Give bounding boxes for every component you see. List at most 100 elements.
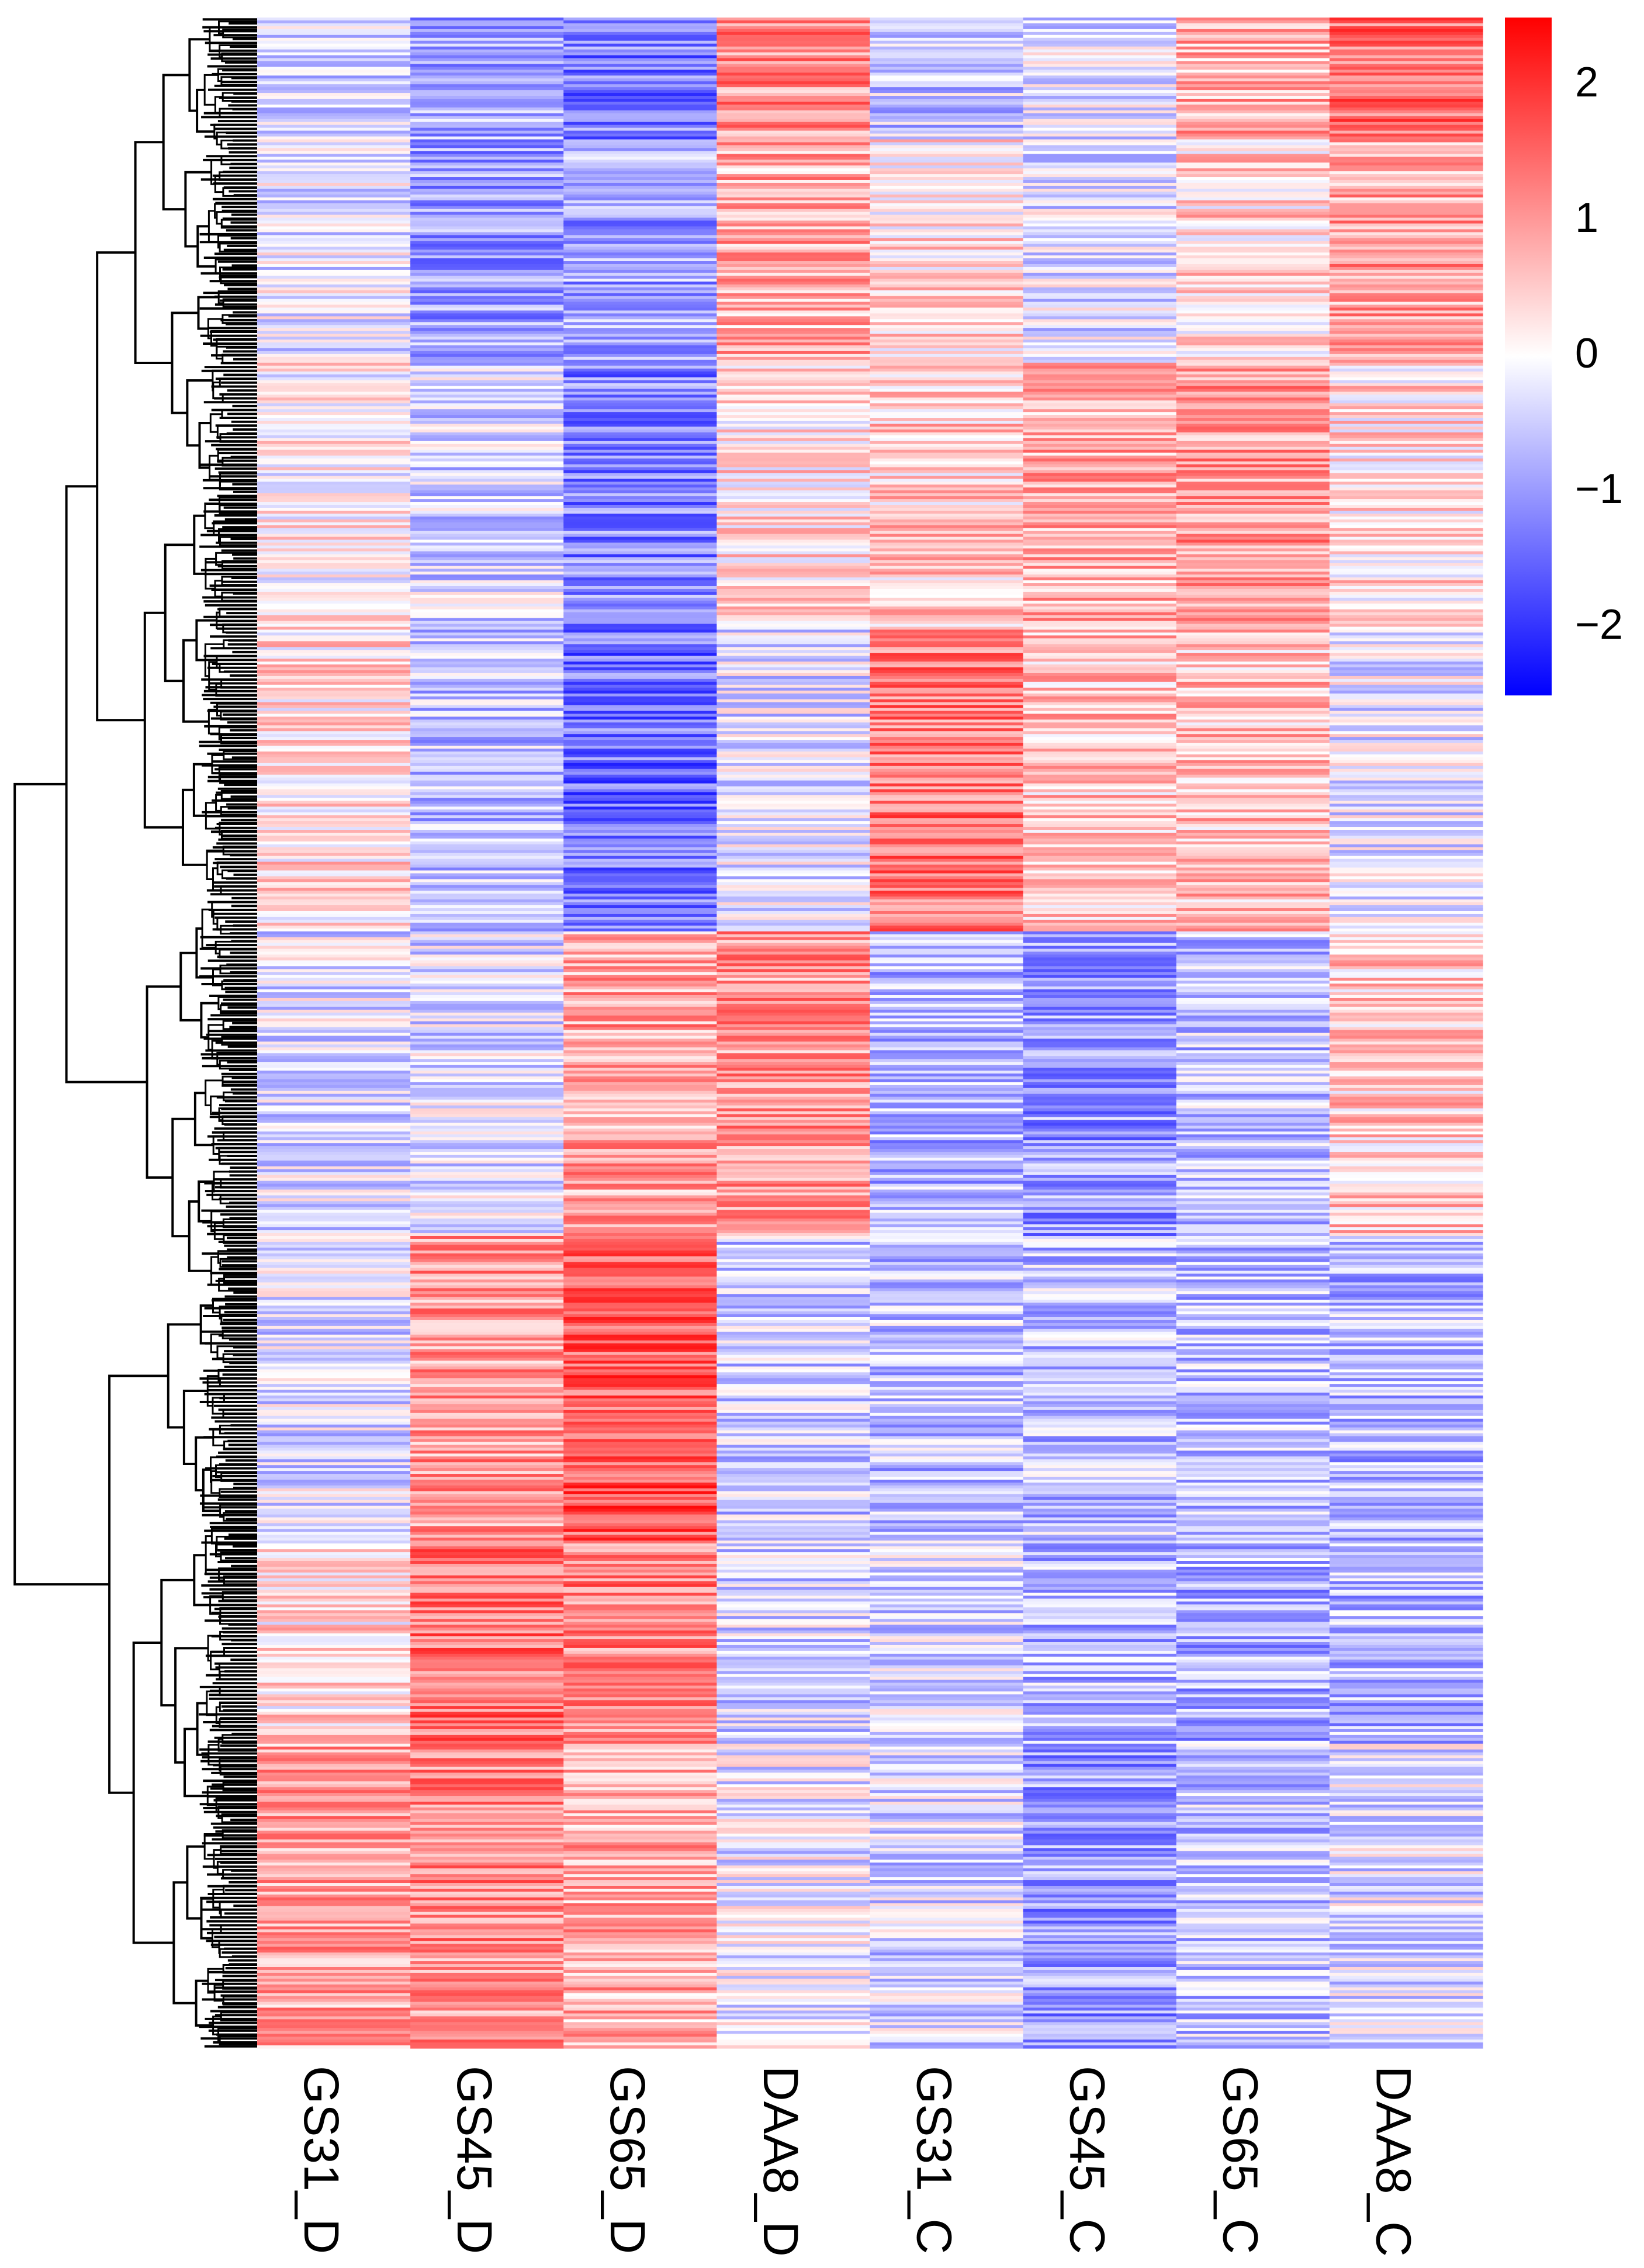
heatmap-cell bbox=[1023, 1549, 1177, 1553]
heatmap-cell bbox=[410, 1404, 564, 1408]
heatmap-cell bbox=[563, 905, 717, 909]
heatmap-cell bbox=[257, 1595, 411, 1599]
heatmap-cell bbox=[870, 588, 1024, 593]
heatmap-cell bbox=[1023, 188, 1177, 192]
heatmap-cell bbox=[410, 1526, 564, 1529]
heatmap-cell bbox=[1023, 1830, 1177, 1834]
heatmap-cell bbox=[257, 209, 411, 213]
heatmap-cell bbox=[410, 191, 564, 195]
heatmap-cell bbox=[410, 986, 564, 990]
heatmap-cell bbox=[563, 1262, 717, 1266]
heatmap-cell bbox=[1023, 354, 1177, 358]
heatmap-cell bbox=[717, 334, 871, 337]
heatmap-cell bbox=[870, 325, 1024, 328]
heatmap-cell bbox=[1023, 1914, 1177, 1919]
heatmap-cell bbox=[870, 418, 1024, 421]
heatmap-cell bbox=[257, 191, 411, 195]
heatmap-cell bbox=[1023, 1053, 1177, 1057]
heatmap-cell bbox=[410, 1833, 564, 1837]
heatmap-cell bbox=[410, 696, 564, 700]
heatmap-cell bbox=[257, 266, 411, 271]
heatmap-cell bbox=[410, 1807, 564, 1811]
heatmap-cell bbox=[410, 49, 564, 53]
heatmap-cell bbox=[717, 479, 871, 482]
heatmap-cell bbox=[1023, 1253, 1177, 1257]
heatmap-cell bbox=[257, 287, 411, 291]
heatmap-cell bbox=[563, 139, 717, 143]
heatmap-cell bbox=[563, 328, 717, 331]
heatmap-cell bbox=[410, 1175, 564, 1179]
heatmap-cell bbox=[717, 1680, 871, 1684]
heatmap-cell bbox=[563, 1155, 717, 1158]
heatmap-cell bbox=[1023, 119, 1177, 123]
heatmap-cell bbox=[870, 1805, 1024, 1808]
heatmap-cell bbox=[410, 548, 564, 552]
heatmap-cell bbox=[870, 1123, 1024, 1126]
heatmap-cell bbox=[717, 1238, 871, 1242]
heatmap-cell bbox=[563, 896, 717, 900]
heatmap-cell bbox=[1023, 1111, 1177, 1115]
heatmap-cell bbox=[410, 2025, 564, 2028]
heatmap-cell bbox=[563, 226, 717, 230]
heatmap-cell bbox=[410, 252, 564, 256]
heatmap-cell bbox=[410, 81, 564, 85]
heatmap-cell bbox=[257, 1270, 411, 1275]
heatmap-cell bbox=[717, 18, 871, 21]
heatmap-cell bbox=[563, 1157, 717, 1161]
heatmap-cell bbox=[717, 58, 871, 62]
heatmap-cell bbox=[1023, 1682, 1177, 1687]
heatmap-cell bbox=[410, 340, 564, 343]
heatmap-cell bbox=[717, 1216, 871, 1219]
heatmap-cell bbox=[410, 325, 564, 328]
heatmap-cell bbox=[563, 1456, 717, 1460]
heatmap-cell bbox=[870, 467, 1024, 471]
heatmap-cell bbox=[717, 1285, 871, 1289]
heatmap-cell bbox=[257, 1601, 411, 1605]
heatmap-cell bbox=[717, 1912, 871, 1916]
heatmap-cell bbox=[870, 1090, 1024, 1095]
heatmap-cell bbox=[870, 104, 1024, 108]
heatmap-cell bbox=[257, 1123, 411, 1126]
heatmap-cell bbox=[870, 1871, 1024, 1875]
heatmap-cell bbox=[563, 1128, 717, 1132]
heatmap-cell bbox=[870, 444, 1024, 448]
heatmap-cell bbox=[410, 1975, 564, 1979]
heatmap-cell bbox=[563, 809, 717, 813]
heatmap-cell bbox=[410, 873, 564, 877]
heatmap-cell bbox=[870, 539, 1024, 543]
heatmap-cell bbox=[870, 1532, 1024, 1535]
heatmap-cell bbox=[870, 629, 1024, 633]
heatmap-cell bbox=[257, 536, 411, 541]
heatmap-cell bbox=[410, 1897, 564, 1901]
heatmap-cell bbox=[410, 644, 564, 647]
heatmap-cell bbox=[257, 594, 411, 598]
heatmap-cell bbox=[717, 1854, 871, 1857]
heatmap-cell bbox=[410, 870, 564, 874]
heatmap-cell bbox=[257, 1288, 411, 1291]
heatmap-cell bbox=[717, 2010, 871, 2014]
heatmap-cell bbox=[870, 345, 1024, 349]
heatmap-cell bbox=[1023, 1827, 1177, 1831]
heatmap-cell bbox=[1023, 1819, 1177, 1823]
heatmap-cell bbox=[717, 1715, 871, 1718]
heatmap-cell bbox=[410, 1827, 564, 1831]
heatmap-cell bbox=[563, 2019, 717, 2023]
heatmap-cell bbox=[257, 588, 411, 593]
heatmap-cell bbox=[410, 818, 564, 822]
heatmap-cell bbox=[870, 1848, 1024, 1852]
heatmap-cell bbox=[410, 452, 564, 456]
heatmap-cell bbox=[870, 1650, 1024, 1654]
heatmap-cell bbox=[257, 1877, 411, 1881]
heatmap-cell bbox=[870, 1967, 1024, 1971]
heatmap-cell bbox=[257, 409, 411, 413]
heatmap-cell bbox=[717, 487, 871, 491]
heatmap-cell bbox=[717, 1256, 871, 1260]
heatmap-cell bbox=[1023, 1836, 1177, 1840]
heatmap-cell bbox=[870, 107, 1024, 111]
heatmap-cell bbox=[717, 1270, 871, 1275]
heatmap-cell bbox=[563, 229, 717, 233]
heatmap-cell bbox=[870, 1830, 1024, 1834]
heatmap-cell bbox=[563, 1418, 717, 1422]
heatmap-cell bbox=[410, 577, 564, 581]
heatmap-cell bbox=[870, 867, 1024, 871]
